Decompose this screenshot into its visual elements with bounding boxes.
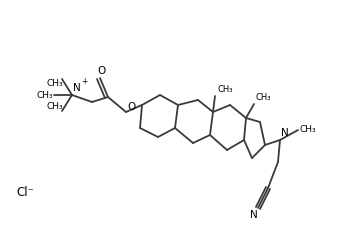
Text: CH₃: CH₃: [217, 85, 233, 94]
Text: CH₃: CH₃: [47, 79, 63, 88]
Text: CH₃: CH₃: [300, 125, 317, 134]
Text: N: N: [250, 210, 258, 220]
Text: O: O: [128, 102, 136, 112]
Text: N: N: [73, 83, 81, 93]
Text: CH₃: CH₃: [47, 102, 63, 111]
Text: N: N: [281, 128, 289, 138]
Text: O: O: [98, 66, 106, 76]
Text: CH₃: CH₃: [36, 91, 53, 100]
Text: +: +: [81, 77, 87, 85]
Text: Cl⁻: Cl⁻: [16, 186, 34, 200]
Text: CH₃: CH₃: [256, 93, 272, 102]
